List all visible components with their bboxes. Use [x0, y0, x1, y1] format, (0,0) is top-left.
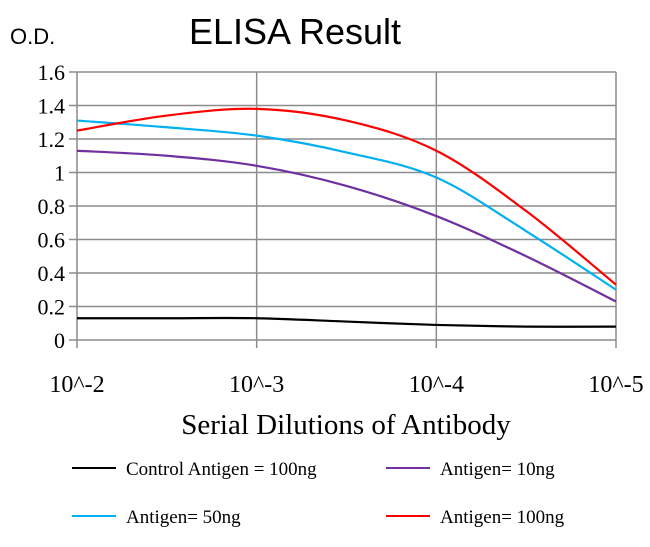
- series-line-antigen-100ng: [76, 107, 617, 286]
- legend-label: Antigen= 100ng: [440, 507, 565, 528]
- y-tick-label: 0.2: [38, 295, 66, 320]
- x-tick-label: 10^-5: [588, 372, 643, 398]
- y-tick-label: 0: [54, 328, 65, 353]
- legend-label: Control Antigen = 100ng: [126, 459, 317, 480]
- axes: [69, 71, 617, 348]
- y-tick-label: 1: [54, 161, 65, 186]
- series-line-antigen-50ng: [76, 119, 617, 291]
- y-axis-label: O.D.: [10, 24, 55, 49]
- y-tick-label: 1.6: [38, 60, 66, 85]
- y-tick-label: 0.4: [38, 261, 66, 286]
- legend-item: Antigen= 50ng: [72, 507, 241, 528]
- legend-item: Antigen= 10ng: [386, 459, 555, 480]
- series-line-antigen-10ng: [76, 149, 617, 303]
- legend-label: Antigen= 10ng: [440, 459, 555, 480]
- x-tick-labels: 10^-2 10^-3 10^-4 10^-5: [49, 372, 643, 398]
- x-tick-label: 10^-2: [49, 372, 104, 398]
- y-tick-label: 1.4: [38, 94, 66, 119]
- chart-title: ELISA Result: [189, 11, 401, 52]
- legend-label: Antigen= 50ng: [126, 507, 241, 528]
- y-tick-label: 1.2: [38, 127, 66, 152]
- legend-item: Control Antigen = 100ng: [72, 459, 317, 480]
- legend-item: Antigen= 100ng: [386, 507, 565, 528]
- x-tick-label: 10^-4: [409, 372, 464, 398]
- x-tick-label: 10^-3: [229, 372, 284, 398]
- y-tick-labels: 0 0.2 0.4 0.6 0.8 1 1.2 1.4 1.6: [38, 60, 66, 353]
- series-lines: [76, 107, 617, 328]
- legend: Control Antigen = 100ng Antigen= 10ng Anti…: [72, 459, 565, 528]
- y-tick-label: 0.6: [38, 228, 66, 253]
- y-tick-label: 0.8: [38, 194, 66, 219]
- series-line-control-antigen-100ng: [77, 316, 617, 328]
- grid-lines: [77, 71, 617, 340]
- x-axis-label: Serial Dilutions of Antibody: [181, 409, 511, 441]
